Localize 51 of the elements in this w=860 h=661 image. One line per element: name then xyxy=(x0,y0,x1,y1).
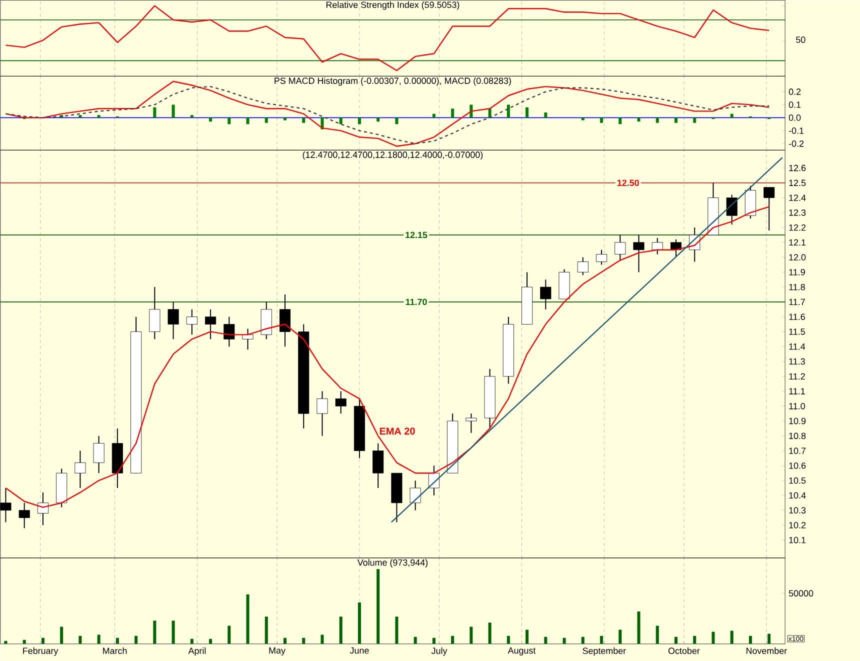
y-tick-label: 11.8 xyxy=(789,284,805,290)
y-tick-label: 10.9 xyxy=(789,418,806,424)
y-tick-label: 11.6 xyxy=(789,314,805,320)
y-tick-label: 10.8 xyxy=(789,432,806,440)
ref-line-label: 12.50 xyxy=(617,180,639,186)
y-tick-label: 12.0 xyxy=(789,254,806,261)
y-tick-label: -0.2 xyxy=(788,140,804,147)
x-tick-label: July xyxy=(431,647,448,656)
y-tick-label: 11.0 xyxy=(789,403,805,410)
series-label: EMA 20 xyxy=(380,428,415,435)
y-tick-label: 12.3 xyxy=(789,210,806,216)
x-tick-label: March xyxy=(103,647,127,654)
chart-title: (12.4700,12.4700,12.1800,12.4000,-0.07000) xyxy=(302,151,483,160)
text: 50 xyxy=(796,36,806,43)
ref-line-label: 12.15 xyxy=(406,232,428,238)
x-tick-label: February xyxy=(23,647,58,656)
y-tick-label: 0.2 xyxy=(788,88,801,95)
y-tick-label: 0.1 xyxy=(788,102,801,108)
x-tick-label: August xyxy=(508,647,536,656)
y-tick-label: 12.6 xyxy=(789,164,806,172)
chart-title: Relative Strength Index (59.5053) xyxy=(326,1,460,10)
y-tick-label: 11.9 xyxy=(789,269,805,276)
y-tick-label: 11.7 xyxy=(789,298,805,306)
y-tick-label: 0.0 xyxy=(788,114,801,121)
y-tick-label: 11.4 xyxy=(789,344,806,350)
y-tick-label: 11.2 xyxy=(789,373,805,380)
y-tick-label: 10.6 xyxy=(789,462,806,469)
chart-title: PS MACD Histogram (-0.00307, 0.00000), MACD (0.08283) xyxy=(274,77,511,86)
y-tick-label: 50000 xyxy=(788,590,814,597)
y-tick-label: 10.2 xyxy=(789,522,806,528)
y-tick-label: 12.5 xyxy=(789,180,806,186)
x-tick-label: September xyxy=(582,647,626,656)
y-tick-label: 10.7 xyxy=(789,448,806,454)
y-tick-label: 10.1 xyxy=(789,536,806,544)
x-tick-label: May xyxy=(269,647,286,656)
x-tick-label: October xyxy=(668,647,700,654)
y-tick-label: 12.2 xyxy=(789,224,806,231)
chart-title: Volume (973,944) xyxy=(357,559,428,568)
y-tick-label: -0.1 xyxy=(788,128,804,134)
ref-line-label: 11.70 xyxy=(406,298,427,306)
x-tick-label: June xyxy=(350,647,369,654)
y-tick-label: 10.5 xyxy=(789,477,806,484)
y-tick-label: 11.1 xyxy=(789,388,805,394)
y-tick-label: 11.5 xyxy=(789,328,805,335)
x-tick-label: April xyxy=(188,647,206,656)
y-tick-label: 10.3 xyxy=(789,507,806,514)
y-tick-label: 12.4 xyxy=(789,194,806,201)
y-tick-label: 10.4 xyxy=(789,492,806,499)
y-tick-label: 12.1 xyxy=(789,239,806,246)
x-tick-label: November xyxy=(746,647,787,654)
y-tick-label: 11.3 xyxy=(789,358,805,365)
